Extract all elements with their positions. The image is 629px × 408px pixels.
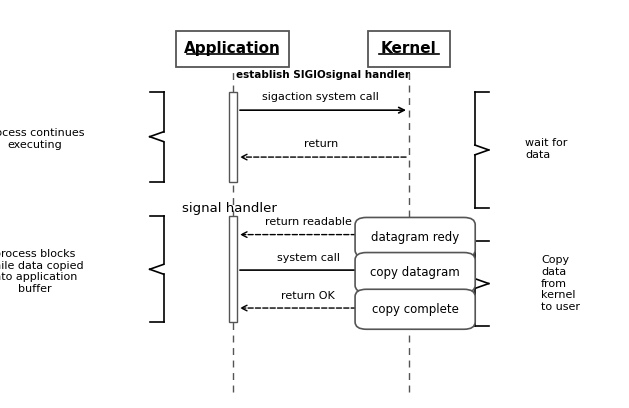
FancyBboxPatch shape [355, 289, 476, 329]
Text: datagram redy: datagram redy [371, 231, 459, 244]
Text: Copy
data
from
kernel
to user: Copy data from kernel to user [541, 255, 580, 312]
Text: Kernel: Kernel [381, 42, 437, 56]
FancyBboxPatch shape [229, 92, 237, 182]
Text: Application: Application [184, 42, 281, 56]
Text: establish SIGIOsignal handler: establish SIGIOsignal handler [236, 69, 410, 80]
Text: copy complete: copy complete [372, 303, 459, 316]
Text: wait for
data: wait for data [525, 138, 567, 160]
Text: copy datagram: copy datagram [370, 266, 460, 279]
FancyBboxPatch shape [355, 217, 476, 257]
Text: return: return [304, 139, 338, 149]
Text: system call: system call [277, 253, 340, 263]
Text: process continues
executing: process continues executing [0, 128, 85, 149]
Text: return readable: return readable [265, 217, 352, 227]
FancyBboxPatch shape [229, 216, 237, 322]
FancyBboxPatch shape [368, 31, 450, 67]
FancyBboxPatch shape [176, 31, 289, 67]
Text: process blocks
while data copied
into application
buffer: process blocks while data copied into ap… [0, 249, 84, 294]
Text: signal handler: signal handler [182, 202, 277, 215]
Text: sigaction system call: sigaction system call [262, 92, 379, 102]
FancyBboxPatch shape [355, 253, 476, 293]
Text: return OK: return OK [281, 290, 335, 301]
